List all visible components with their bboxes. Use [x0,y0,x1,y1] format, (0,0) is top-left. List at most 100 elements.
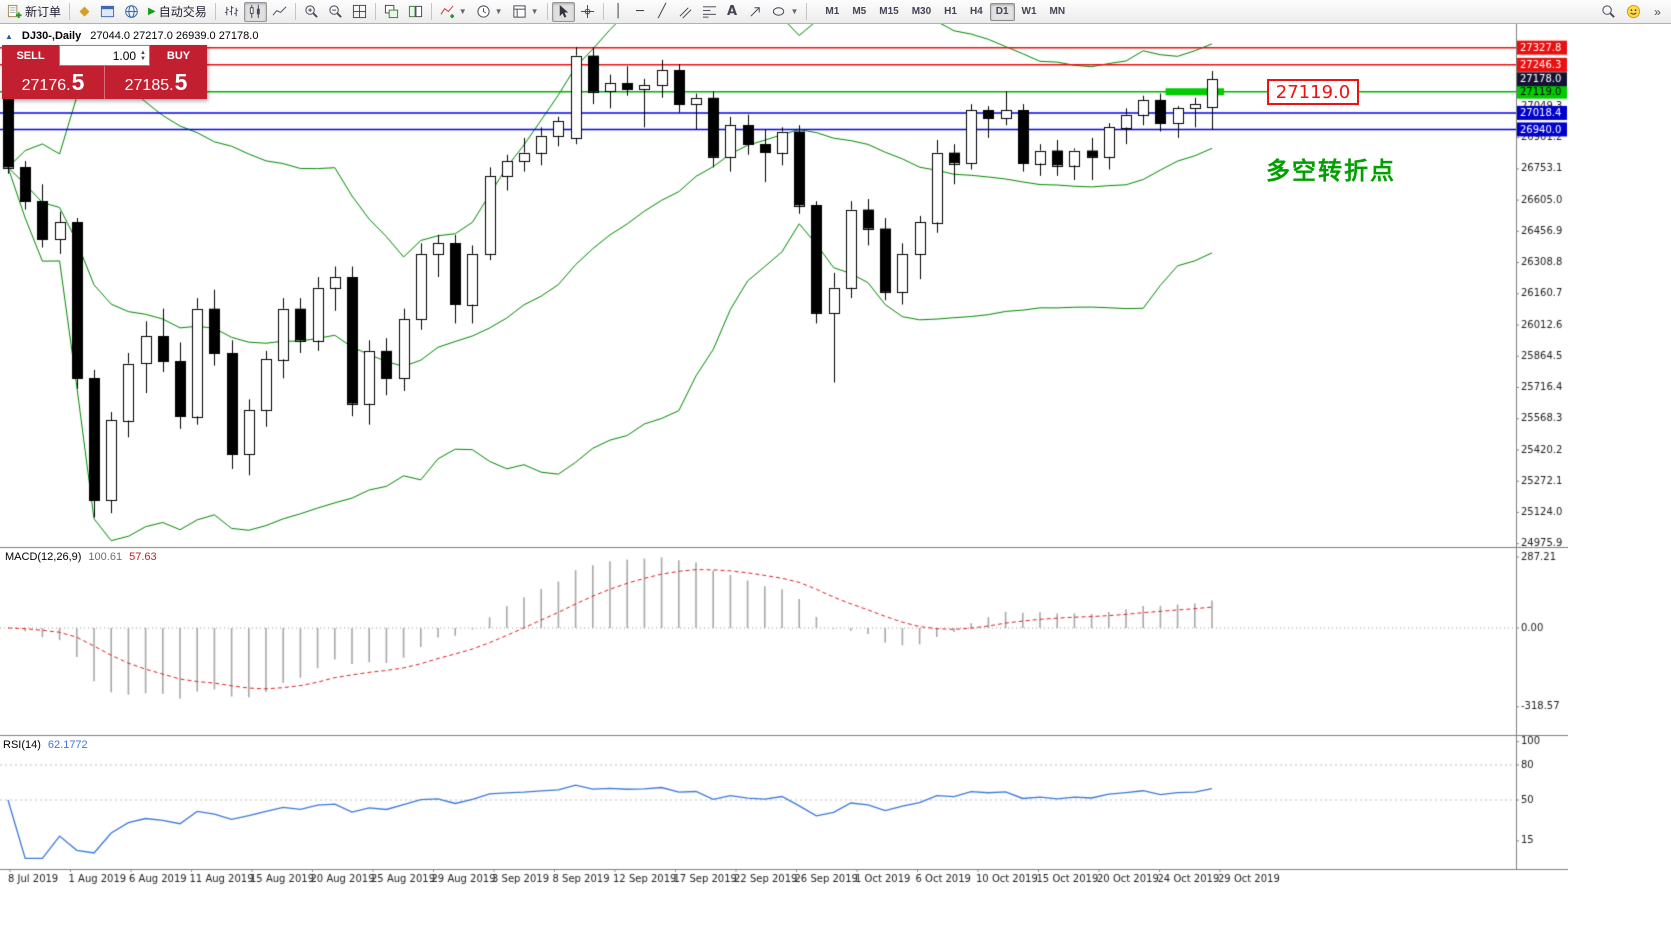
feedback-button[interactable] [1622,2,1645,22]
line-chart-button[interactable] [268,2,291,22]
indicators-button[interactable]: ▼ [436,2,471,22]
profiles-button[interactable]: ◆ [74,2,95,22]
chevron-down-icon: ▼ [790,7,799,16]
crosshair-button[interactable] [576,2,599,22]
chevron-down-icon: ▼ [494,7,503,16]
tile-vertical-button[interactable] [404,2,427,22]
macd-signal-value: 57.63 [129,551,157,563]
one-click-trading-panel: SELL 1.00 ▲ ▼ BUY 27176. 5 27185. 5 [2,45,207,99]
lot-increase-button[interactable]: ▲ [140,49,146,56]
toolbar-separator [214,3,216,20]
tile-vertical-icon [408,4,423,19]
rsi-value: 62.1772 [47,739,88,751]
community-button[interactable] [120,2,143,22]
templates-icon [512,4,527,19]
vertical-line-button[interactable]: │ [608,2,629,22]
chevron-down-icon: ▼ [458,7,467,16]
toolbar-right-group: » [1597,2,1668,22]
tile-windows-icon [352,4,367,19]
chevron-down-icon: ▼ [530,7,539,16]
timeframe-mn[interactable]: MN [1049,6,1066,17]
macd-indicator-label: MACD(12,26,9) 100.61 57.63 [5,551,157,563]
data-window-button[interactable] [96,2,119,22]
candlestick-chart-icon [248,4,263,19]
bar-chart-button[interactable] [220,2,243,22]
bar-chart-icon [224,4,239,19]
tile-windows-button[interactable] [348,2,371,22]
rsi-name: RSI(14) [3,739,41,751]
buy-button[interactable]: BUY [150,45,207,66]
play-icon: ▶ [148,5,156,17]
macd-value: 100.61 [88,551,123,563]
shapes-icon [772,4,787,19]
chart-symbol-period: DJ30-,Daily [21,30,82,42]
buy-price-big-digit: 5 [174,69,188,95]
price-callout-box[interactable]: 27119.0 [1267,79,1359,105]
timeframe-m5[interactable]: M5 [852,6,867,17]
timeframe-h1[interactable]: H1 [944,6,957,17]
auto-trading-label: 自动交易 [158,5,207,19]
indicators-icon [440,4,455,19]
cascade-windows-button[interactable] [380,2,403,22]
clock-icon [476,4,491,19]
zoom-in-button[interactable] [300,2,323,22]
timeframe-d1[interactable]: D1 [989,2,1015,21]
zoom-out-icon [328,4,343,19]
channel-icon [678,4,693,19]
fibonacci-icon [702,4,717,19]
text-tool-button[interactable]: A [722,2,743,22]
fibonacci-button[interactable] [698,2,721,22]
lot-size-value: 1.00 [112,48,137,63]
text-tool-icon: A [726,4,738,19]
templates-button[interactable]: ▼ [508,2,543,22]
lot-spinner: ▲ ▼ [140,50,146,62]
search-icon [1601,4,1616,19]
timeframe-m30[interactable]: M30 [911,6,932,17]
sell-price[interactable]: 27176. 5 [2,66,105,99]
buy-price[interactable]: 27185. 5 [105,66,207,99]
new-order-icon [7,4,22,19]
macd-name: MACD(12,26,9) [5,551,82,563]
candlestick-chart-button[interactable] [243,1,267,22]
annotation-note[interactable]: 多空转折点 [1266,157,1396,185]
toolbar-separator [374,3,376,20]
cursor-icon [556,4,571,19]
trendline-button[interactable]: ╱ [652,2,673,22]
toolbar-separator [69,3,71,20]
timeframe-m1[interactable]: M1 [825,6,840,17]
new-order-button[interactable]: 新订单 [3,2,65,22]
zoom-out-button[interactable] [324,2,347,22]
toolbar-separator [294,3,296,20]
data-window-icon [100,4,115,19]
shapes-button[interactable]: ▼ [768,2,803,22]
toolbar-separator [546,3,548,20]
line-chart-icon [272,4,287,19]
sell-button[interactable]: SELL [2,45,59,66]
vertical-line-icon: │ [614,4,622,19]
lot-size-input[interactable]: 1.00 ▲ ▼ [59,45,150,66]
zoom-in-icon [304,4,319,19]
sell-price-big-digit: 5 [71,69,85,95]
chart-window-icon: ▲ [5,31,13,41]
timeframe-w1[interactable]: W1 [1021,6,1037,17]
horizontal-line-button[interactable]: ─ [630,2,651,22]
search-button[interactable] [1597,2,1620,22]
profiles-icon: ◆ [79,4,90,19]
rsi-indicator-label: RSI(14) 62.1772 [3,739,88,751]
cascade-windows-icon [384,4,399,19]
main-toolbar: 新订单 ◆ ▶ 自动交易 ▼ ▼ ▼ │ ─ ╱ A ▼ M1 M5 M15 M… [0,0,1671,24]
lot-decrease-button[interactable]: ▼ [140,55,146,62]
timeframe-h4[interactable]: H4 [969,6,983,17]
cursor-button[interactable] [551,1,575,22]
chart-ohlc-values: 27044.0 27217.0 26939.0 27178.0 [90,30,259,42]
price-chart-canvas[interactable] [0,24,1568,886]
sell-price-main: 27176. [21,77,71,94]
periods-button[interactable]: ▼ [472,2,507,22]
auto-trading-button[interactable]: ▶ 自动交易 [144,2,211,22]
channel-button[interactable] [674,2,697,22]
chart-title: ▲ DJ30-,Daily 27044.0 27217.0 26939.0 27… [5,30,258,42]
globe-icon [124,4,139,19]
timeframe-m15[interactable]: M15 [879,6,899,17]
arrow-label-button[interactable] [744,2,767,22]
toolbar-overflow-button[interactable]: » [1647,2,1668,22]
